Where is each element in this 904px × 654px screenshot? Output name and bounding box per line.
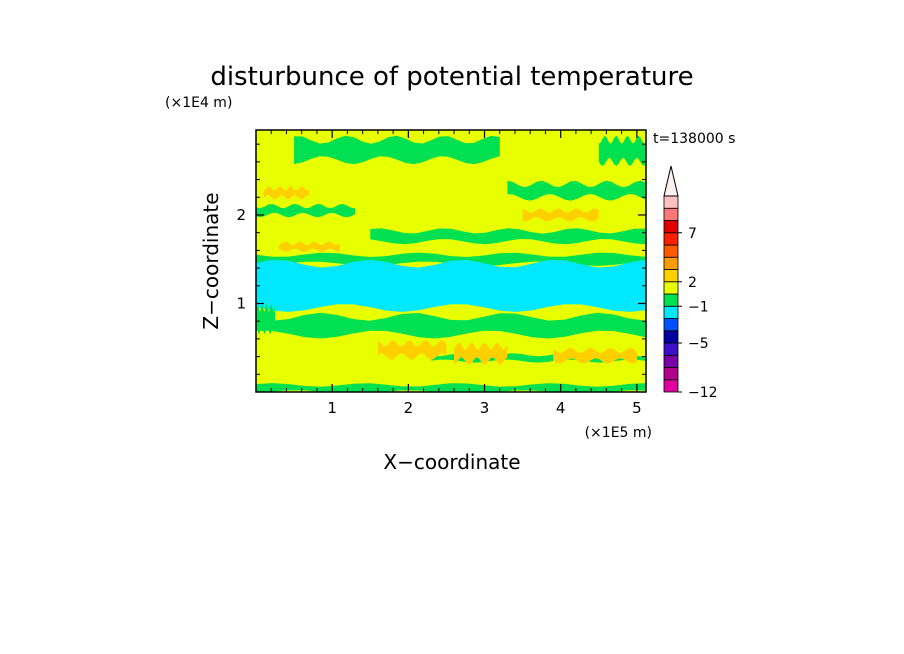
colorbar-label: 7 bbox=[688, 226, 697, 242]
colorbar-segment bbox=[663, 244, 679, 258]
colorbar-label: −12 bbox=[688, 385, 718, 401]
contour-band-cyan bbox=[256, 259, 646, 312]
x-tick-label: 2 bbox=[404, 399, 414, 417]
colorbar-label: −1 bbox=[688, 299, 709, 315]
colorbar-segment bbox=[663, 220, 679, 234]
colorbar-label: −5 bbox=[688, 336, 709, 352]
colorbar-segment bbox=[663, 195, 679, 209]
y-tick-label: 2 bbox=[236, 206, 246, 224]
y-tick-label: 1 bbox=[236, 294, 246, 312]
colorbar-label: 2 bbox=[688, 275, 697, 291]
time-label: t=138000 s bbox=[653, 131, 735, 147]
contour-band-green bbox=[294, 135, 500, 165]
contour-band-green bbox=[256, 312, 646, 339]
contour-field bbox=[256, 130, 646, 392]
contour-band-orange bbox=[522, 208, 599, 222]
colorbar-segment bbox=[663, 330, 679, 344]
chart-title: disturbunce of potential temperature bbox=[210, 62, 693, 92]
y-axis: 12 bbox=[236, 143, 646, 375]
colorbar-segment bbox=[663, 354, 679, 368]
colorbar-segment bbox=[663, 232, 679, 246]
contour-band-orange bbox=[377, 340, 447, 360]
x-axis: 1 2 3 4 5 bbox=[270, 130, 642, 417]
contour-band-orange bbox=[454, 342, 508, 365]
colorbar-extend-arrow bbox=[663, 165, 679, 197]
colorbar-segment bbox=[663, 281, 679, 295]
colorbar-segment bbox=[663, 269, 679, 283]
contour-band-orange bbox=[263, 186, 310, 200]
colorbar-segment bbox=[663, 318, 679, 332]
contour-band-green bbox=[370, 228, 646, 245]
x-scale-label: (×1E5 m) bbox=[585, 425, 652, 441]
contour-band-green bbox=[256, 203, 355, 218]
y-axis-label: Z−coordinate bbox=[199, 192, 223, 329]
colorbar: −12−5−127 bbox=[663, 165, 718, 401]
contour-band-orange bbox=[553, 347, 637, 364]
contour-band-orange bbox=[278, 241, 340, 253]
x-tick-label: 4 bbox=[556, 399, 566, 417]
x-tick-label: 3 bbox=[480, 399, 490, 417]
y-scale-label: (×1E4 m) bbox=[165, 95, 232, 111]
plot-frame bbox=[255, 129, 647, 393]
x-tick-label: 1 bbox=[327, 399, 337, 417]
contour-band-green bbox=[256, 303, 275, 334]
colorbar-segment bbox=[663, 305, 679, 319]
colorbar-segment bbox=[663, 367, 679, 381]
colorbar-segment bbox=[663, 207, 679, 221]
contour-band-green bbox=[598, 135, 646, 166]
contour-band-green bbox=[507, 180, 646, 201]
x-tick-label: 5 bbox=[632, 399, 642, 417]
x-axis-label: X−coordinate bbox=[383, 450, 520, 474]
colorbar-segment bbox=[663, 379, 679, 393]
colorbar-segment bbox=[663, 256, 679, 270]
colorbar-segment bbox=[663, 293, 679, 307]
colorbar-segment bbox=[663, 342, 679, 356]
contour-band-green bbox=[256, 383, 646, 392]
